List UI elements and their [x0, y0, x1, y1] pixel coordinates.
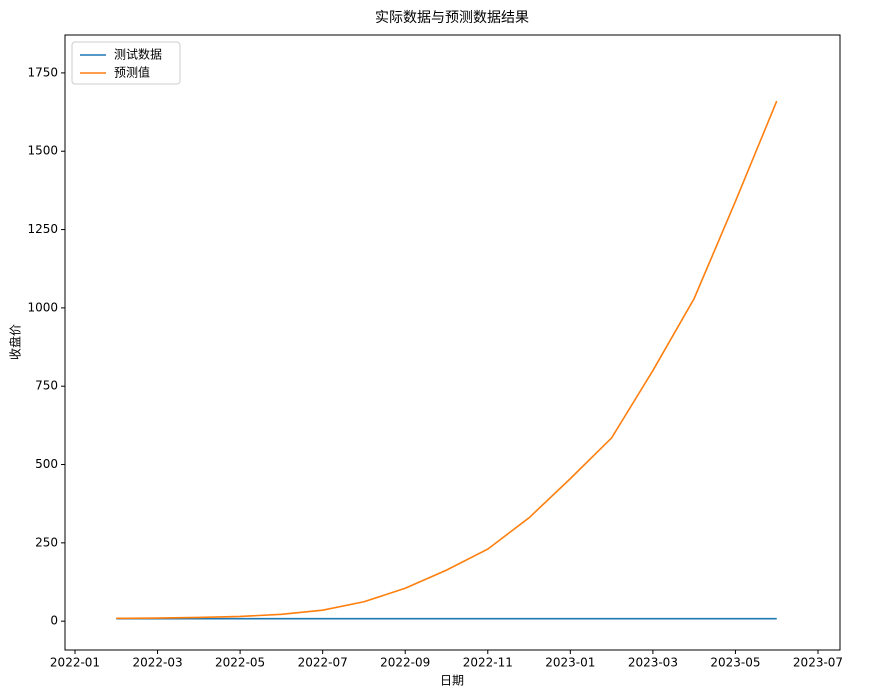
y-tick-label: 1250 [27, 222, 58, 236]
legend-label: 预测值 [114, 65, 150, 80]
y-tick-label: 0 [50, 614, 58, 628]
x-tick-label: 2022-03 [132, 656, 182, 670]
x-tick-label: 2023-07 [793, 656, 843, 670]
x-tick-label: 2023-03 [628, 656, 678, 670]
line-series [116, 100, 778, 620]
chart-title: 实际数据与预测数据结果 [375, 10, 529, 26]
x-tick-label: 2022-05 [215, 656, 265, 670]
x-tick-label: 2022-07 [298, 656, 348, 670]
x-tick-label: 2023-05 [710, 656, 760, 670]
x-tick-label: 2022-11 [463, 656, 513, 670]
y-tick-label: 250 [35, 535, 58, 549]
y-tick-label: 1500 [27, 144, 58, 158]
y-tick-label: 1000 [27, 300, 58, 314]
x-tick-label: 2023-01 [545, 656, 595, 670]
x-tick-label: 2022-09 [380, 656, 430, 670]
x-axis-label: 日期 [440, 674, 464, 688]
y-tick-label: 750 [35, 379, 58, 393]
y-tick-label: 500 [35, 457, 58, 471]
plot-frame [64, 34, 841, 651]
legend-label: 测试数据 [114, 47, 162, 62]
x-tick-label: 2022-01 [50, 656, 100, 670]
y-axis-label: 收盘价 [8, 324, 23, 360]
y-tick-label: 1750 [27, 65, 58, 79]
